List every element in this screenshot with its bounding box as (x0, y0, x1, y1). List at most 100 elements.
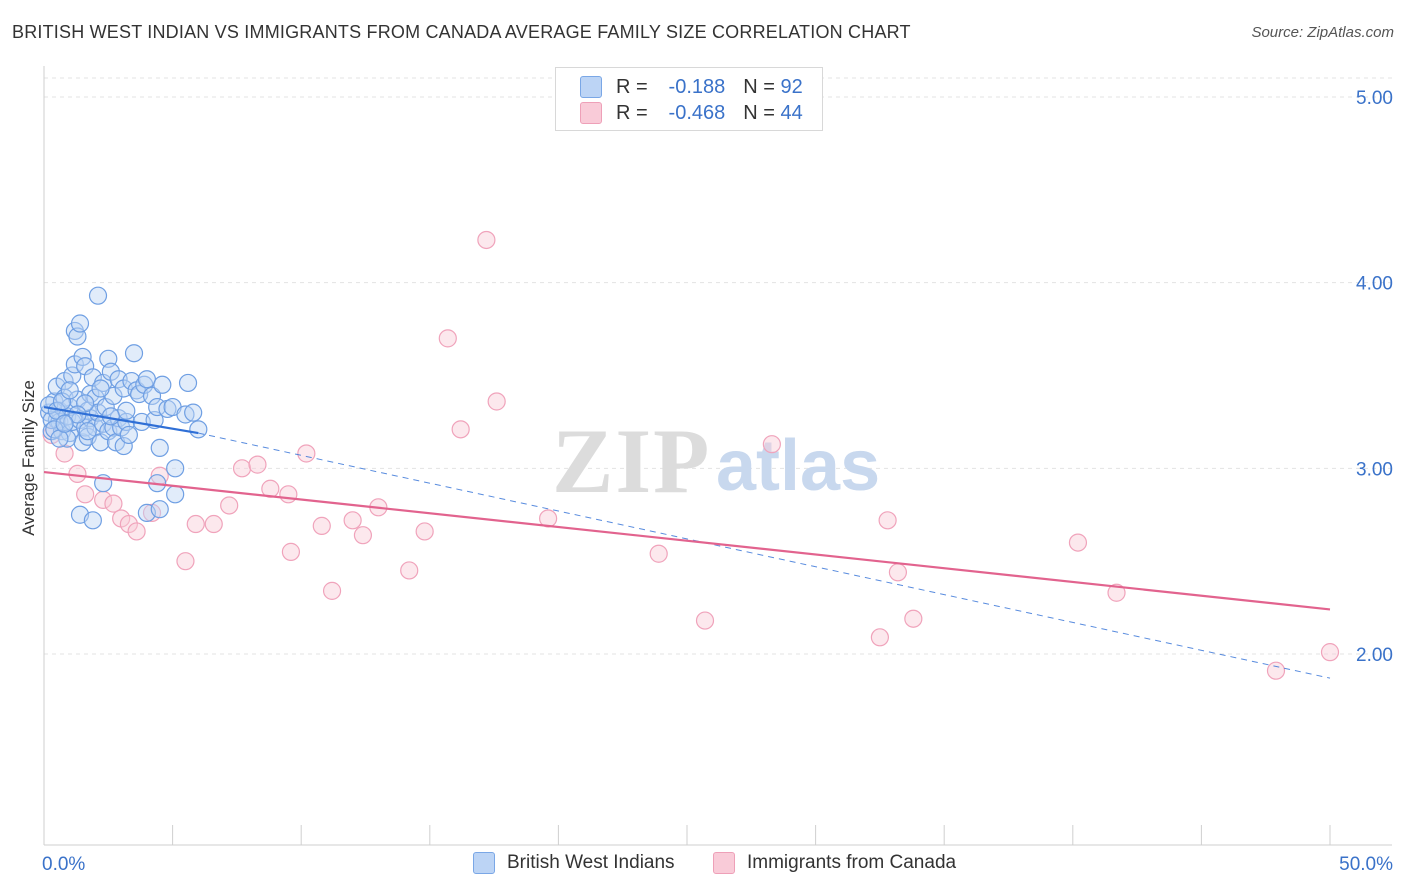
data-point-immigrants-from-canada (1320, 643, 1340, 662)
r-label: R = (616, 101, 648, 124)
pink-swatch-icon (580, 102, 602, 124)
data-point-immigrants-from-canada (220, 496, 239, 515)
legend-label-british-west-indians: British West Indians (507, 852, 675, 873)
data-point-immigrants-from-canada (1068, 533, 1088, 552)
data-point-british-west-indians (45, 420, 64, 439)
data-point-immigrants-from-canada (76, 485, 95, 504)
data-point-british-west-indians (114, 436, 133, 456)
data-point-immigrants-from-canada (279, 485, 298, 504)
data-point-immigrants-from-canada (762, 435, 781, 454)
data-point-british-west-indians (70, 314, 90, 333)
data-point-british-west-indians (63, 366, 82, 385)
legend-label-immigrants-from-canada: Immigrants from Canada (747, 852, 957, 873)
data-point-british-west-indians (117, 401, 136, 420)
stats-legend-row-2: R = -0.468 N = 44 (580, 101, 803, 125)
data-point-immigrants-from-canada (176, 552, 195, 571)
series-british-west-indians-points (40, 286, 208, 530)
n-value-1: 92 (780, 75, 803, 98)
data-point-british-west-indians (101, 362, 120, 381)
data-point-immigrants-from-canada (353, 526, 373, 545)
data-point-immigrants-from-canada (451, 420, 470, 439)
data-point-immigrants-from-canada (281, 542, 301, 561)
data-point-immigrants-from-canada (104, 494, 123, 513)
watermark-zip: ZIP (552, 410, 711, 512)
n-label: N = (743, 75, 775, 98)
data-point-british-west-indians (91, 379, 110, 398)
watermark-atlas: atlas (716, 426, 880, 506)
data-point-immigrants-from-canada (477, 230, 496, 250)
data-point-british-west-indians (119, 425, 138, 445)
watermark: ZIP atlas (552, 410, 880, 512)
data-point-british-west-indians (78, 422, 97, 441)
y-tick-label: 2.00 (1356, 645, 1393, 666)
data-point-immigrants-from-canada (204, 514, 223, 534)
data-point-british-west-indians (124, 344, 144, 363)
data-point-british-west-indians (189, 420, 208, 439)
data-point-immigrants-from-canada (248, 455, 267, 474)
data-point-british-west-indians (184, 403, 203, 422)
data-point-british-west-indians (55, 414, 74, 433)
data-point-british-west-indians (83, 511, 102, 530)
data-point-british-west-indians (166, 459, 185, 478)
data-point-immigrants-from-canada (186, 514, 205, 534)
data-point-immigrants-from-canada (322, 581, 342, 600)
y-tick-label: 3.00 (1356, 459, 1393, 480)
data-point-british-west-indians (86, 388, 105, 407)
data-point-immigrants-from-canada (312, 516, 331, 535)
data-point-immigrants-from-canada (297, 444, 316, 463)
data-point-british-west-indians (150, 438, 169, 458)
trend-line-british-west-indians (43, 405, 199, 435)
data-point-british-west-indians (153, 375, 172, 394)
data-point-immigrants-from-canada (119, 514, 138, 534)
data-point-british-west-indians (166, 485, 185, 504)
data-point-immigrants-from-canada (649, 544, 668, 563)
gridlines (44, 77, 1392, 655)
data-point-british-west-indians (60, 381, 79, 400)
data-point-british-west-indians (150, 500, 169, 519)
data-point-immigrants-from-canada (904, 609, 923, 628)
data-point-immigrants-from-canada (870, 628, 890, 647)
data-point-immigrants-from-canada (1266, 661, 1286, 680)
trend-line-british-west-indians-extended (198, 432, 1331, 679)
blue-swatch-icon (580, 76, 602, 98)
legend-item-british-west-indians: British West Indians (473, 852, 675, 874)
x-tick-label: 50.0% (1339, 854, 1393, 875)
r-label: R = (616, 75, 648, 98)
n-value-2: 44 (780, 101, 803, 124)
data-point-immigrants-from-canada (487, 392, 506, 411)
n-label: N = (743, 101, 775, 124)
pink-swatch-icon (713, 852, 735, 874)
legend-item-immigrants-from-canada: Immigrants from Canada (713, 852, 956, 874)
data-point-immigrants-from-canada (1107, 583, 1126, 602)
y-tick-label: 4.00 (1356, 274, 1393, 295)
data-point-british-west-indians (137, 370, 156, 389)
data-point-british-west-indians (88, 286, 108, 305)
data-point-british-west-indians (58, 429, 77, 448)
x-tick-label: 0.0% (42, 854, 85, 875)
chart-title: BRITISH WEST INDIAN VS IMMIGRANTS FROM C… (12, 22, 911, 42)
y-tick-label: 5.00 (1356, 88, 1393, 109)
source-credit: Source: ZipAtlas.com (1251, 24, 1394, 41)
tick-labels: 2.00 3.00 4.00 5.00 0.0% 50.0% (42, 88, 1393, 875)
data-point-immigrants-from-canada (415, 522, 434, 541)
data-point-immigrants-from-canada (400, 561, 419, 580)
data-point-immigrants-from-canada (438, 329, 457, 348)
r-value-1: -0.188 (668, 75, 726, 98)
data-point-immigrants-from-canada (878, 511, 897, 530)
trend-line-immigrants-from-canada (43, 470, 1331, 611)
data-point-immigrants-from-canada (343, 511, 362, 530)
blue-swatch-icon (473, 852, 495, 874)
axes (43, 66, 1392, 846)
data-point-immigrants-from-canada (232, 459, 252, 478)
data-point-british-west-indians (73, 433, 92, 452)
y-axis-label: Average Family Size (19, 380, 38, 536)
data-point-british-west-indians (142, 386, 162, 406)
trend-lines (43, 405, 1331, 679)
r-value-2: -0.468 (668, 101, 726, 124)
data-point-immigrants-from-canada (888, 563, 908, 582)
data-point-british-west-indians (178, 373, 198, 393)
stats-legend: R = -0.188 N = 92 R = -0.468 N = 44 (555, 67, 823, 131)
data-point-immigrants-from-canada (127, 522, 146, 541)
stats-legend-row-1: R = -0.188 N = 92 (580, 75, 803, 99)
